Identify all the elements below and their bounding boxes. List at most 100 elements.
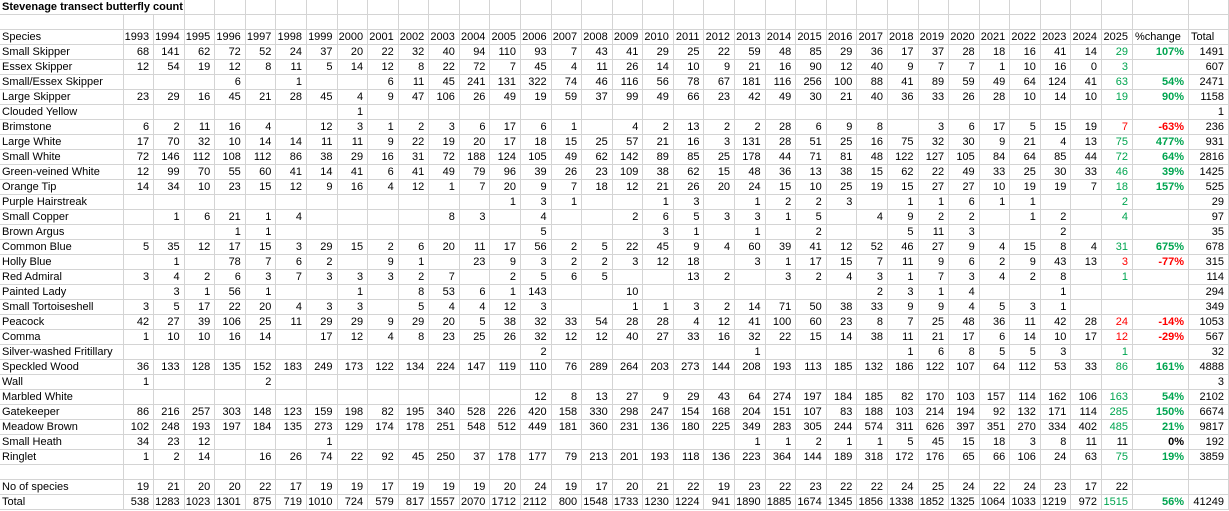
year-value-cell[interactable]: 23 <box>581 164 613 180</box>
year-value-cell[interactable]: 82 <box>887 389 919 405</box>
year-value-cell[interactable]: 18 <box>581 179 613 195</box>
empty-cell[interactable] <box>979 0 1011 15</box>
year-value-cell[interactable]: 6 <box>459 119 491 135</box>
year-value-cell[interactable]: 20 <box>489 179 522 195</box>
year-value-cell[interactable]: 11 <box>306 134 338 150</box>
year-value-cell[interactable] <box>520 374 552 390</box>
year-value-cell[interactable]: 102 <box>123 419 155 435</box>
year-value-cell[interactable]: 817 <box>398 494 430 510</box>
year-value-cell[interactable] <box>856 374 888 390</box>
year-value-cell[interactable] <box>1070 284 1102 300</box>
year-value-cell[interactable]: 23 <box>459 254 491 270</box>
year-value-cell[interactable]: 18 <box>979 434 1011 450</box>
year-value-cell[interactable]: 5 <box>1009 119 1041 135</box>
year-value-cell[interactable]: 89 <box>642 149 674 165</box>
year-value-cell[interactable]: 33 <box>918 89 950 105</box>
year-value-cell[interactable]: 3 <box>734 254 766 270</box>
year-value-cell[interactable]: 24 <box>1009 479 1041 495</box>
year-value-cell[interactable]: 1 <box>123 449 155 465</box>
year-value-cell[interactable]: 64 <box>979 359 1011 375</box>
year-value-cell[interactable]: 72 <box>123 149 155 165</box>
year-value-cell[interactable]: 41 <box>275 164 307 180</box>
year-value-cell[interactable]: 3 <box>275 239 307 255</box>
year-value-cell[interactable]: 26 <box>948 89 980 105</box>
column-header-total[interactable]: Total <box>1188 29 1229 45</box>
year-value-cell[interactable]: 3 <box>520 254 552 270</box>
empty-cell[interactable] <box>0 14 124 30</box>
year-value-cell[interactable] <box>306 374 338 390</box>
year-value-cell[interactable] <box>979 284 1011 300</box>
total-cell[interactable]: 567 <box>1188 329 1229 345</box>
column-header-year[interactable]: 2014 <box>765 29 797 45</box>
year-value-cell[interactable]: 60 <box>734 239 766 255</box>
year-value-cell[interactable]: 6 <box>979 329 1011 345</box>
year-value-cell[interactable]: 60 <box>245 164 277 180</box>
year-value-cell[interactable]: 174 <box>367 419 399 435</box>
year-value-cell[interactable]: 12 <box>1101 329 1133 345</box>
year-value-cell[interactable] <box>1009 284 1041 300</box>
year-value-cell[interactable]: 1 <box>765 434 797 450</box>
species-cell[interactable]: Small Copper <box>0 209 124 225</box>
year-value-cell[interactable]: 15 <box>826 254 858 270</box>
empty-cell[interactable] <box>979 464 1011 480</box>
empty-cell[interactable] <box>948 0 980 15</box>
year-value-cell[interactable] <box>1070 299 1102 315</box>
year-value-cell[interactable]: 70 <box>153 134 185 150</box>
year-value-cell[interactable] <box>153 389 185 405</box>
year-value-cell[interactable]: 48 <box>765 44 797 60</box>
year-value-cell[interactable] <box>245 434 277 450</box>
column-header-year[interactable]: 2000 <box>337 29 369 45</box>
year-value-cell[interactable]: 193 <box>765 359 797 375</box>
year-value-cell[interactable] <box>551 104 583 120</box>
year-value-cell[interactable]: 4 <box>551 59 583 75</box>
year-value-cell[interactable]: 72 <box>1101 149 1133 165</box>
year-value-cell[interactable]: 7 <box>918 269 950 285</box>
year-value-cell[interactable]: 33 <box>1070 359 1102 375</box>
year-value-cell[interactable]: 96 <box>489 164 522 180</box>
year-value-cell[interactable]: 2 <box>795 434 827 450</box>
empty-cell[interactable] <box>795 0 827 15</box>
year-value-cell[interactable]: 330 <box>581 404 613 420</box>
year-value-cell[interactable]: 9 <box>520 179 552 195</box>
year-value-cell[interactable] <box>367 434 399 450</box>
year-value-cell[interactable]: 2 <box>642 119 674 135</box>
year-value-cell[interactable]: 18 <box>1101 179 1133 195</box>
year-value-cell[interactable] <box>642 284 674 300</box>
year-value-cell[interactable]: 7 <box>1070 179 1102 195</box>
empty-cell[interactable] <box>551 14 583 30</box>
column-header-year[interactable]: 2001 <box>367 29 399 45</box>
year-value-cell[interactable]: 128 <box>184 359 216 375</box>
year-value-cell[interactable]: 23 <box>153 434 185 450</box>
year-value-cell[interactable] <box>612 269 644 285</box>
year-value-cell[interactable]: 110 <box>489 44 522 60</box>
year-value-cell[interactable]: 19 <box>428 134 460 150</box>
year-value-cell[interactable]: 19 <box>703 479 736 495</box>
empty-cell[interactable] <box>765 14 797 30</box>
year-value-cell[interactable] <box>306 209 338 225</box>
year-value-cell[interactable]: 72 <box>214 44 246 60</box>
year-value-cell[interactable] <box>398 194 430 210</box>
year-value-cell[interactable]: 46 <box>887 239 919 255</box>
pct-change-cell[interactable]: 54% <box>1132 74 1189 90</box>
year-value-cell[interactable]: 9 <box>948 239 980 255</box>
year-value-cell[interactable]: 10 <box>1040 329 1072 345</box>
year-value-cell[interactable] <box>856 194 888 210</box>
year-value-cell[interactable] <box>214 449 246 465</box>
empty-cell[interactable] <box>826 0 858 15</box>
year-value-cell[interactable]: 36 <box>887 89 919 105</box>
year-value-cell[interactable]: 305 <box>795 419 827 435</box>
year-value-cell[interactable]: 1 <box>642 194 674 210</box>
year-value-cell[interactable]: 105 <box>948 149 980 165</box>
year-value-cell[interactable]: 4 <box>1040 134 1072 150</box>
total-cell[interactable]: 931 <box>1188 134 1229 150</box>
year-value-cell[interactable]: 1064 <box>979 494 1011 510</box>
year-value-cell[interactable] <box>765 344 797 360</box>
empty-cell[interactable] <box>245 0 277 15</box>
year-value-cell[interactable] <box>489 209 522 225</box>
year-value-cell[interactable]: 12 <box>826 239 858 255</box>
species-cell[interactable]: Small Heath <box>0 434 124 450</box>
year-value-cell[interactable]: 579 <box>367 494 399 510</box>
year-value-cell[interactable]: 1 <box>245 284 277 300</box>
year-value-cell[interactable] <box>551 299 583 315</box>
species-cell[interactable]: Brimstone <box>0 119 124 135</box>
